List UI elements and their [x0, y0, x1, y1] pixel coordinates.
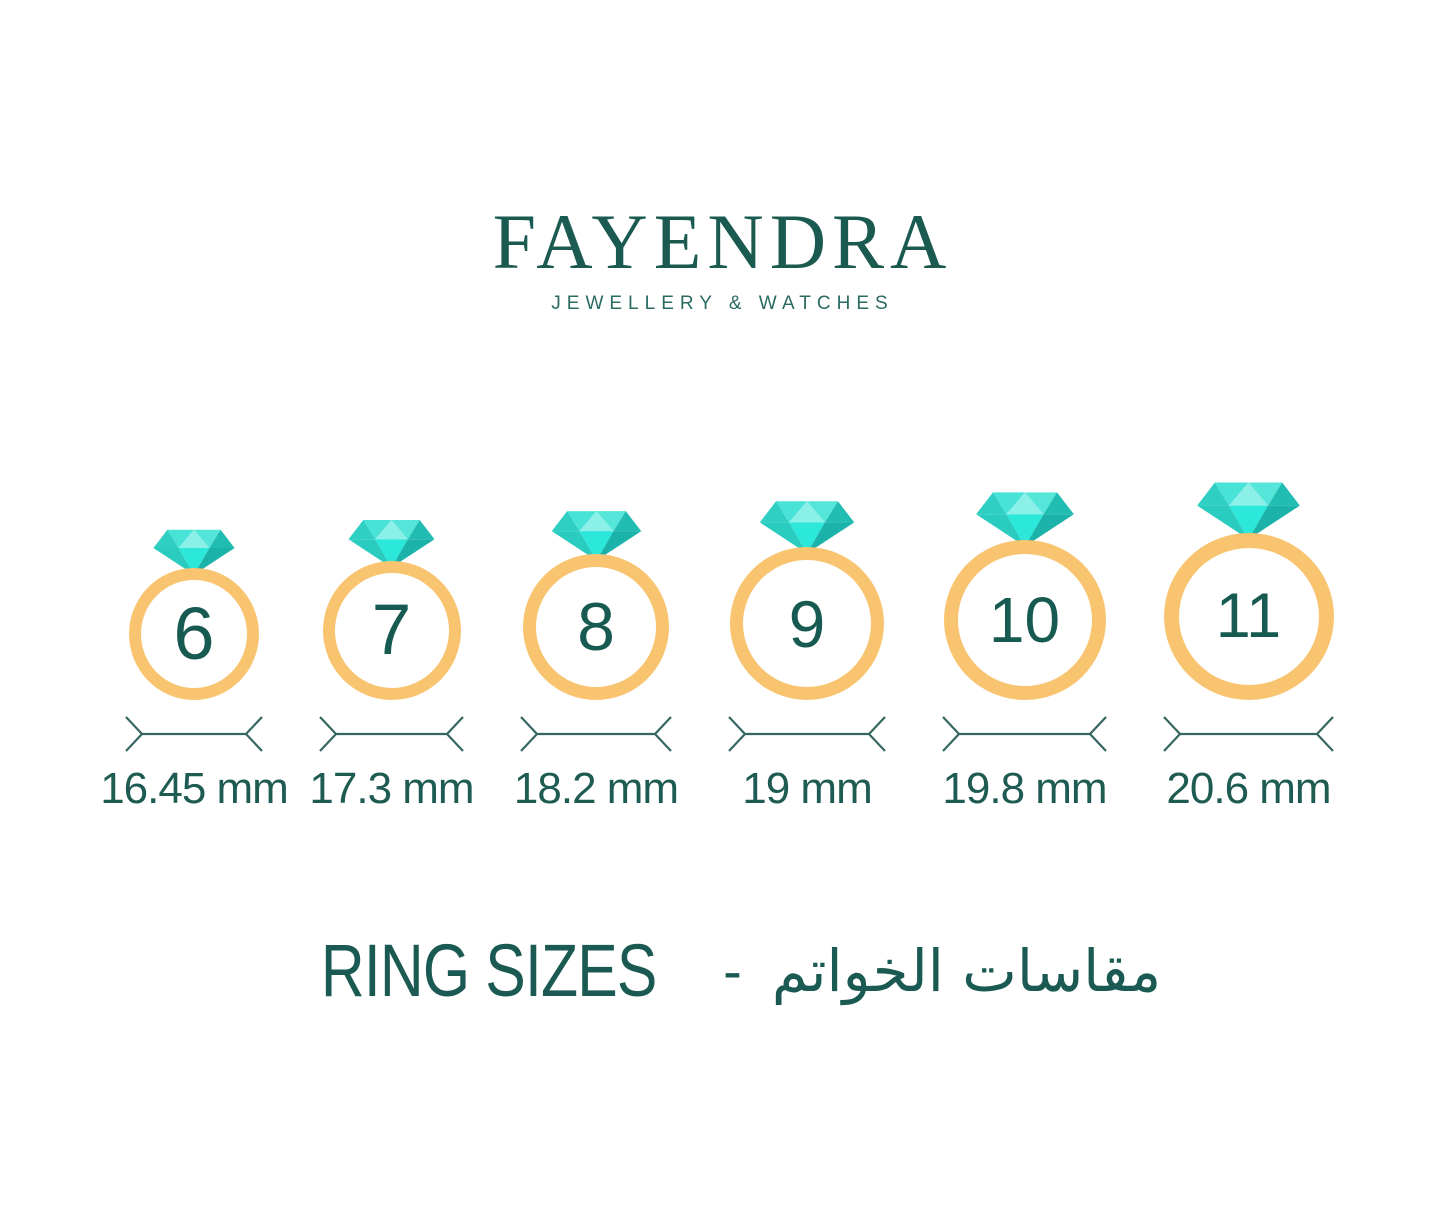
ring-band: 8 — [523, 554, 669, 701]
ring-size-number: 6 — [173, 592, 215, 676]
ring-item: 9 19 mm — [728, 498, 886, 815]
ring-band: 9 — [730, 547, 884, 701]
dimension-arrows-icon — [1163, 716, 1334, 753]
brand-name: FAYENDRA — [492, 198, 953, 285]
ring-item: 10 19.8 mm — [942, 489, 1108, 815]
ring-item: 11 20.6 mm — [1163, 479, 1334, 815]
ring-diameter-label: 16.45 mm — [100, 764, 289, 814]
diamond-icon — [551, 511, 641, 561]
ring-item: 6 16.45 mm — [100, 527, 289, 815]
title-separator: - — [723, 939, 742, 1002]
ring-size-number: 10 — [988, 584, 1061, 657]
ring-diameter-label: 18.2 mm — [513, 764, 679, 814]
diamond-icon — [759, 501, 855, 554]
chart-title-english: RING SIZES — [320, 929, 658, 1012]
brand-logo: FAYENDRA JEWELLERY & WATCHES — [0, 203, 1445, 315]
ring-size-number: 9 — [788, 586, 826, 661]
chart-title-arabic: مقاسات الخواتم — [771, 936, 1162, 1005]
ring-band: 6 — [129, 568, 259, 701]
ring-band: 11 — [1163, 533, 1334, 701]
diamond-icon — [1197, 482, 1300, 540]
dimension-arrows-icon — [942, 716, 1107, 753]
ring-size-number: 8 — [577, 589, 615, 666]
diamond-icon — [975, 492, 1074, 547]
dimension-arrows-icon — [520, 716, 672, 753]
ring-diameter-label: 19 mm — [742, 764, 872, 814]
ring-diameter-label: 20.6 mm — [1166, 764, 1331, 814]
ring-size-number: 7 — [371, 591, 412, 671]
ring-diameter-label: 19.8 mm — [942, 764, 1107, 814]
ring-diameter-label: 17.3 mm — [309, 764, 474, 814]
rings-row: 6 16.45 mm 7 — [0, 479, 1445, 815]
diamond-icon — [153, 530, 235, 576]
ring-item: 8 18.2 mm — [514, 508, 679, 815]
brand-tagline: JEWELLERY & WATCHES — [551, 293, 894, 314]
ring-item: 7 17.3 mm — [309, 517, 475, 815]
ring-size-number: 11 — [1215, 581, 1282, 652]
chart-title: RING SIZES - مقاسات الخواتم — [0, 928, 1445, 1013]
dimension-arrows-icon — [728, 716, 886, 753]
dimension-arrows-icon — [125, 716, 263, 753]
diamond-icon — [348, 520, 435, 568]
ring-band: 7 — [322, 561, 461, 701]
dimension-arrows-icon — [319, 716, 464, 753]
ring-band: 10 — [943, 540, 1106, 701]
